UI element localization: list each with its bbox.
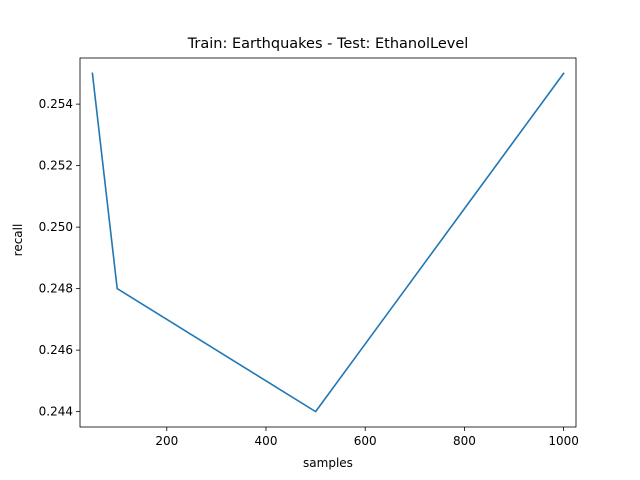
- x-tick-label: 600: [354, 434, 377, 448]
- x-axis-label: samples: [303, 456, 353, 470]
- y-axis-label: recall: [11, 224, 25, 257]
- y-tick-label: 0.250: [39, 220, 73, 234]
- axes-frame: [79, 57, 577, 428]
- y-tick-label: 0.254: [39, 97, 73, 111]
- chart-title: Train: Earthquakes - Test: EthanolLevel: [187, 36, 469, 52]
- y-tick-label: 0.252: [39, 159, 73, 173]
- series-line-0: [91, 72, 565, 413]
- y-tick-label: 0.246: [39, 343, 73, 357]
- y-axis: 0.244 0.246 0.248 0.250 0.252 0.254: [39, 97, 80, 419]
- x-tick-label: 400: [255, 434, 278, 448]
- plot-area: [79, 57, 577, 428]
- x-axis: 200 400 600 800 1000: [155, 427, 579, 448]
- x-tick-label: 1000: [548, 434, 579, 448]
- x-tick-label: 800: [453, 434, 476, 448]
- y-tick-label: 0.248: [39, 282, 73, 296]
- y-tick-label: 0.244: [39, 405, 73, 419]
- x-tick-label: 200: [155, 434, 178, 448]
